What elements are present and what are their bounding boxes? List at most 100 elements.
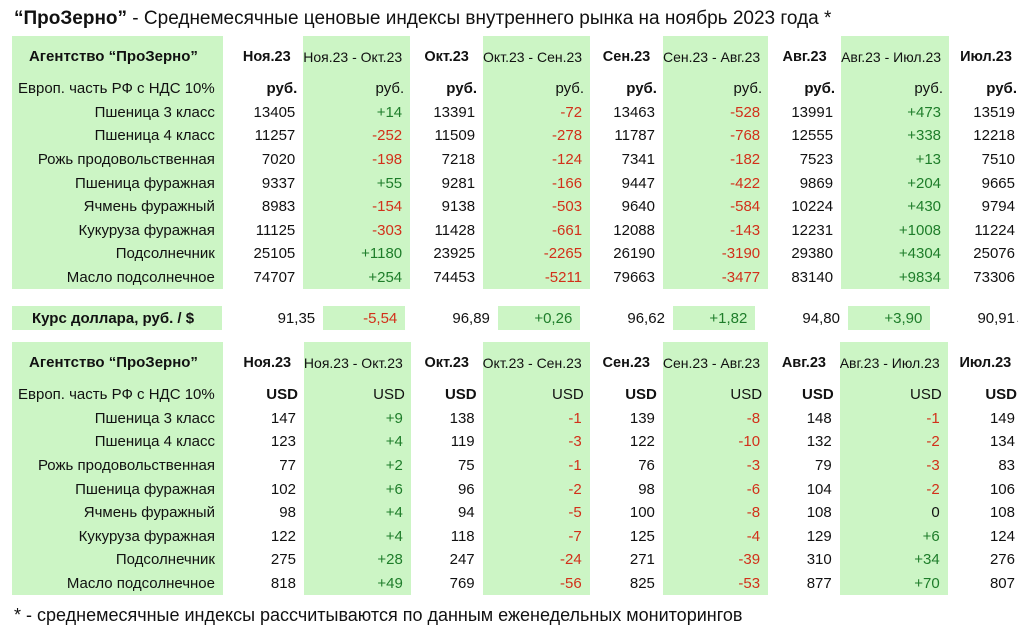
price-cell: 102 — [270, 480, 296, 498]
change-cell: -3 — [839, 453, 948, 478]
column-gap — [223, 454, 231, 478]
month-column-header: Ноя.23 — [242, 48, 291, 65]
column-gap — [223, 195, 231, 219]
change-cell: -661 — [483, 218, 591, 243]
price-cell: 807 — [989, 575, 1015, 593]
fx-change-cell: +3,90 — [847, 306, 931, 330]
price-cell: 76 — [638, 457, 655, 475]
commodity-name: Ячмень фуражный — [12, 194, 223, 219]
price-cell: 98 — [638, 480, 655, 498]
price-cell: 7218 — [441, 151, 476, 169]
column-gap — [223, 477, 231, 501]
price-cell: 79 — [815, 457, 832, 475]
change-cell: +254 — [303, 265, 411, 290]
change-cell: +204 — [841, 171, 950, 195]
footnote: * - среднемесячные индексы рассчитываютс… — [14, 605, 743, 625]
price-cell: 79663 — [613, 269, 655, 287]
diff-column-header: Ноя.23 - Окт.23 — [303, 342, 411, 383]
change-cell: -198 — [303, 147, 411, 172]
region-label: Европ. часть РФ с НДС 10% — [12, 77, 223, 101]
usd-price-table: Агентство “ПроЗерно” Ноя.23 Ноя.23 - Окт.2… — [12, 342, 1023, 596]
price-cell: 13391 — [433, 103, 476, 121]
commodity-name: Пшеница 4 класс — [12, 124, 223, 148]
month-column-header: Авг.23 — [781, 354, 826, 371]
change-cell: -1 — [482, 453, 590, 478]
price-cell: 818 — [270, 575, 296, 593]
change-cell: +4 — [303, 500, 411, 525]
month-column-header: Июл.23 — [959, 354, 1012, 371]
fx-row: Курс доллара, руб. / $ 91,35 -5,54 96,89 +0,… — [12, 306, 1023, 330]
price-cell: 124 — [989, 527, 1015, 545]
change-cell: -10 — [662, 430, 769, 454]
price-cell: 13405 — [253, 103, 296, 121]
change-cell: -166 — [483, 171, 591, 195]
price-cell: 29380 — [791, 245, 834, 263]
unit-cell: USD — [802, 386, 834, 404]
change-cell: -528 — [662, 100, 769, 125]
page-title: “ПроЗерно” - Среднемесячные ценовые инде… — [14, 8, 831, 30]
change-cell: -2 — [839, 430, 948, 454]
change-cell: +4 — [303, 524, 411, 549]
diff-column-header: Сен.23 - Авг.23 — [662, 342, 769, 383]
price-cell: 7510 — [981, 151, 1015, 169]
table-row: Рожь продовольственная 77 +2 75 -1 76 -3 79 -3 83 — [12, 453, 1023, 478]
price-cell: 25076 — [973, 245, 1015, 263]
region-label: Европ. часть РФ с НДС 10% — [12, 383, 223, 407]
price-cell: 118 — [450, 527, 475, 545]
price-cell: 877 — [806, 575, 832, 593]
price-cell: 769 — [449, 575, 475, 593]
price-cell: 104 — [806, 480, 832, 498]
change-cell: -8 — [662, 500, 769, 525]
rub-price-table: Агентство “ПроЗерно” Ноя.23 Ноя.23 - Окт.2… — [12, 36, 1023, 290]
price-cell: 149 — [989, 409, 1015, 427]
price-cell: 825 — [629, 575, 655, 593]
change-cell: -124 — [483, 147, 591, 172]
commodity-name: Пшеница фуражная — [12, 171, 223, 195]
table-row: Ячмень фуражный 8983 -154 9138 -503 9640 -584 1… — [12, 194, 1023, 219]
commodity-name: Пшеница 3 класс — [12, 406, 223, 431]
change-cell: -182 — [662, 147, 769, 172]
change-cell: +28 — [303, 548, 411, 572]
price-cell: 9337 — [261, 174, 296, 192]
change-cell: +1008 — [841, 218, 950, 243]
change-cell: -24 — [482, 548, 590, 572]
price-cell: 275 — [270, 551, 296, 569]
table-row: Подсолнечник 275 +28 247 -24 271 -39 310 +34 276 — [12, 548, 1023, 572]
diff-column-header: Ноя.23 - Окт.23 — [303, 36, 411, 77]
column-gap — [223, 572, 231, 596]
price-cell: 11224 — [974, 221, 1015, 239]
unit-cell: USD — [625, 386, 657, 404]
unit-row: Европ. часть РФ с НДС 10% руб. руб. руб. руб… — [12, 77, 1023, 101]
unit-cell: USD — [839, 383, 948, 407]
price-cell: 8983 — [261, 198, 296, 216]
change-cell: -2265 — [483, 242, 591, 266]
month-column-header: Авг.23 — [782, 48, 827, 65]
price-cell: 271 — [629, 551, 655, 569]
change-cell: +473 — [841, 100, 950, 125]
fx-table: Курс доллара, руб. / $ 91,35 -5,54 96,89 +0,… — [12, 306, 1023, 330]
month-column-header: Сен.23 — [602, 354, 650, 371]
fx-value-cell: 96,62 — [627, 309, 665, 327]
column-gap — [223, 266, 231, 290]
table-row: Кукуруза фуражная 11125 -303 11428 -661 12088… — [12, 218, 1023, 243]
unit-cell: руб. — [662, 77, 769, 101]
commodity-name: Подсолнечник — [12, 242, 223, 266]
diff-column-header: Окт.23 - Сен.23 — [482, 342, 590, 383]
change-cell: -1 — [839, 406, 948, 431]
price-cell: 83 — [998, 457, 1015, 475]
month-column-header: Сен.23 — [602, 48, 651, 65]
change-cell: -154 — [303, 194, 411, 219]
price-cell: 12218 — [973, 127, 1015, 145]
change-cell: +13 — [841, 147, 950, 172]
table-row: Пшеница 3 класс 147 +9 138 -1 139 -8 148 -1 149 — [12, 406, 1023, 431]
unit-row: Европ. часть РФ с НДС 10% USD USD USD USD USD… — [12, 383, 1023, 407]
price-cell: 96 — [457, 480, 475, 498]
table-row: Масло подсолнечное 74707 +254 74453 -5211 796… — [12, 265, 1023, 290]
column-gap — [223, 242, 231, 266]
unit-cell: USD — [444, 386, 477, 404]
title-brand: “ПроЗерно” — [14, 8, 128, 29]
price-cell: 122 — [629, 433, 655, 451]
fx-change-cell: +0,26 — [497, 306, 581, 330]
column-gap — [223, 171, 231, 195]
column-gap — [223, 101, 231, 125]
